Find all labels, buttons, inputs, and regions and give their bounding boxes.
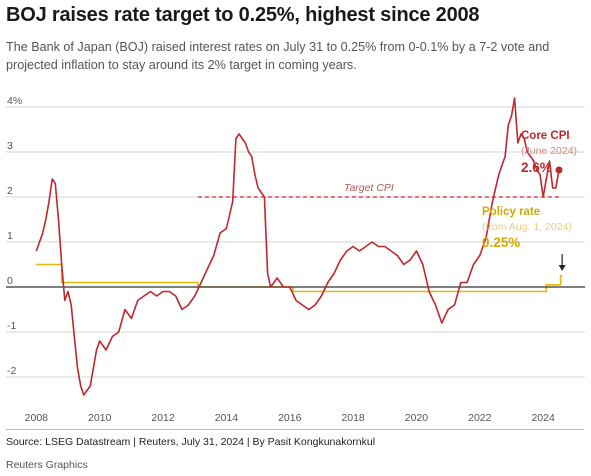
y-tick-label: 1 (7, 230, 13, 242)
target-cpi-label: Target CPI (344, 182, 394, 194)
x-tick-label: 2024 (531, 412, 555, 424)
y-tick-label: 4% (7, 95, 22, 107)
core-cpi-legend: Core CPI (521, 130, 570, 142)
y-tick-label: -2 (7, 365, 16, 377)
footer-divider (6, 429, 584, 430)
x-tick-label: 2008 (25, 412, 49, 424)
core-cpi-line (35, 97, 560, 396)
graphics-credit: Reuters Graphics (6, 459, 88, 471)
policy-arrow-head (558, 265, 566, 271)
chart-subtitle: The Bank of Japan (BOJ) raised interest … (6, 40, 550, 72)
x-tick-label: 2020 (405, 412, 429, 424)
source-note: Source: LSEG Datastream | Reuters, July … (6, 436, 376, 448)
core-cpi-note: (June 2024) (521, 145, 577, 157)
x-tick-label: 2022 (468, 412, 492, 424)
core-cpi-endpoint (555, 166, 563, 174)
policy-rate-note: (from Aug. 1, 2024) (482, 221, 572, 233)
policy-rate-line (36, 263, 563, 293)
chart-title: BOJ raises rate target to 0.25%, highest… (6, 4, 480, 26)
x-tick-label: 2014 (215, 412, 239, 424)
y-tick-label: 2 (7, 185, 13, 197)
x-tick-label: 2012 (151, 412, 175, 424)
x-tick-label: 2016 (278, 412, 302, 424)
policy-rate-legend: Policy rate (482, 206, 540, 218)
x-tick-label: 2018 (341, 412, 365, 424)
y-tick-label: -1 (7, 320, 16, 332)
policy-rate-value-label: 0.25% (482, 235, 520, 250)
core-cpi-value-label: 2.6% (521, 160, 552, 175)
x-tick-label: 2010 (88, 412, 112, 424)
y-tick-label: 0 (7, 275, 13, 287)
y-tick-label: 3 (7, 140, 13, 152)
